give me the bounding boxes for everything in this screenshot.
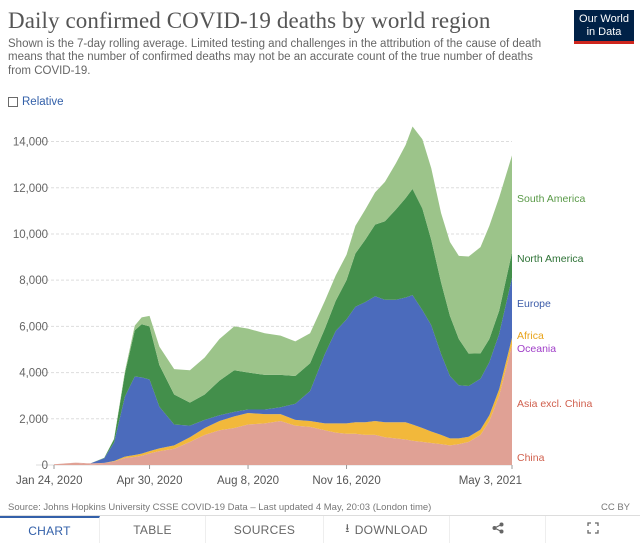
x-tick-label[interactable]: Jan 24, 2020 [16, 475, 83, 487]
x-tick-label[interactable]: Nov 16, 2020 [312, 475, 380, 487]
series-label[interactable]: Africa [517, 330, 544, 342]
chart-subtitle: Shown is the 7-day rolling average. Limi… [8, 38, 542, 77]
fullscreen-icon [587, 522, 599, 537]
y-tick-label: 4,000 [19, 368, 48, 380]
logo-line-2: in Data [586, 26, 622, 38]
owid-logo[interactable]: Our World in Data [574, 10, 634, 44]
y-tick-label: 14,000 [13, 137, 48, 149]
source-note[interactable]: Source: Johns Hopkins University CSSE CO… [8, 502, 432, 513]
relative-toggle[interactable]: Relative [8, 96, 64, 108]
series-label[interactable]: Europe [517, 298, 551, 310]
x-tick-label[interactable]: Apr 30, 2020 [117, 475, 183, 487]
tab-download[interactable]: ⭳ DOWNLOAD [324, 516, 450, 543]
fullscreen-button[interactable] [546, 516, 640, 543]
share-icon [492, 522, 504, 537]
area-north-america[interactable] [54, 188, 512, 465]
tab-download-label: DOWNLOAD [354, 522, 428, 537]
tab-table[interactable]: TABLE [100, 516, 206, 543]
share-button[interactable] [450, 516, 546, 543]
chart-title: Daily confirmed COVID-19 deaths by world… [8, 8, 491, 33]
x-tick-label[interactable]: May 3, 2021 [459, 475, 522, 487]
chart-svg: 02,0004,0006,0008,00010,00012,00014,000 … [13, 126, 592, 487]
series-labels[interactable]: South America North America Europe AfricaOc… [517, 193, 592, 464]
series-label[interactable]: North America [517, 253, 584, 265]
tab-table-label: TABLE [133, 522, 172, 537]
tab-sources[interactable]: SOURCES [206, 516, 324, 543]
y-axis-ticks: 0 2,000 4,000 6,000 8,000 10,000 12,000 14,000 [13, 137, 48, 472]
series-label[interactable]: Oceania [517, 343, 556, 355]
y-tick-label: 2,000 [19, 414, 48, 426]
y-tick-label: 6,000 [19, 321, 48, 333]
x-axis-ticks[interactable]: Jan 24, 2020 Apr 30, 2020 Aug 8, 2020 Nov 1… [16, 465, 522, 487]
tab-sources-label: SOURCES [233, 522, 296, 537]
download-icon: ⭳ [345, 521, 350, 535]
tab-chart[interactable]: CHART [0, 516, 100, 543]
area-africa[interactable] [54, 337, 512, 465]
y-tick-label: 10,000 [13, 229, 48, 241]
y-tick-label: 0 [42, 460, 48, 472]
y-tick-label: 8,000 [19, 275, 48, 287]
series-label[interactable]: Asia excl. China [517, 398, 592, 410]
tab-chart-label: CHART [28, 523, 71, 538]
relative-checkbox[interactable] [8, 97, 18, 107]
y-tick-label: 12,000 [13, 183, 48, 195]
bottom-tab-bar: CHART TABLE SOURCES ⭳ DOWNLOAD [0, 515, 640, 543]
relative-label: Relative [22, 96, 64, 108]
area-china[interactable] [54, 462, 512, 465]
x-tick-label[interactable]: Aug 8, 2020 [217, 475, 279, 487]
area-series[interactable] [54, 126, 512, 465]
logo-line-1: Our World [579, 13, 629, 25]
area-south-america[interactable] [54, 126, 512, 465]
area-europe[interactable] [54, 277, 512, 465]
series-label[interactable]: South America [517, 193, 585, 205]
area-asia-excl-china[interactable] [54, 344, 512, 465]
logo-accent-bar [574, 41, 634, 44]
license-link[interactable]: CC BY [600, 502, 630, 513]
series-label[interactable]: China [517, 452, 545, 464]
